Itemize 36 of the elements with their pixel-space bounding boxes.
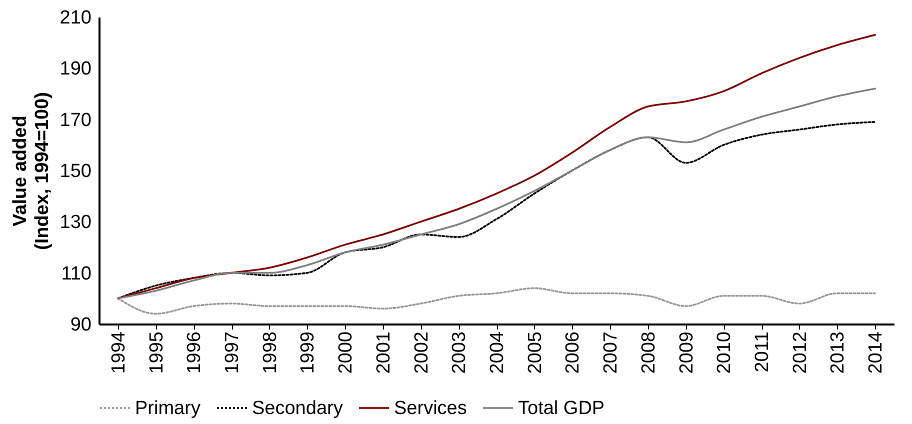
legend-label: Total GDP	[518, 398, 605, 419]
x-tick-label: 2002	[411, 332, 432, 374]
y-tick-label: 170	[60, 110, 92, 131]
y-tick-label: 130	[60, 212, 92, 234]
x-tick-label: 2003	[449, 332, 470, 374]
x-tick-label: 2008	[638, 332, 660, 374]
x-tick-label: 2000	[336, 332, 357, 374]
y-axis-title: Value added (Index, 1994=100)	[10, 92, 53, 250]
line-series	[117, 120, 876, 300]
x-tick-label: 2014	[866, 331, 887, 374]
x-tick-label: 1994	[108, 331, 130, 374]
x-tick-label: 1996	[184, 332, 206, 374]
y-tick-label: 90	[70, 314, 92, 336]
line-series	[117, 287, 876, 315]
x-tick-label: 2013	[828, 332, 849, 374]
x-tick-label: 2005	[524, 332, 546, 374]
line-series	[117, 88, 876, 300]
y-tick-label: 210	[60, 8, 92, 28]
x-tick-label: 1998	[260, 332, 281, 374]
x-tick-label: 2006	[562, 332, 584, 374]
legend-label: Secondary	[252, 398, 344, 419]
x-tick-label: 2010	[714, 332, 736, 374]
x-tick-label: 2009	[676, 332, 698, 374]
y-tick-label: 110	[61, 263, 92, 284]
x-tick-label: 2001	[373, 332, 394, 374]
x-tick-label: 1997	[222, 332, 243, 374]
x-tick-label: 1995	[146, 332, 168, 374]
x-tick-label: 2007	[600, 332, 622, 374]
legend-label: Services	[394, 398, 467, 419]
x-tick-label: 2012	[790, 332, 811, 374]
y-tick-label: 150	[60, 161, 92, 182]
x-tick-label: 2011	[752, 332, 773, 372]
x-tick-label: 1999	[298, 332, 319, 374]
x-tick-label: 2004	[487, 331, 508, 374]
legend-label: Primary	[135, 398, 201, 419]
y-tick-label: 190	[60, 58, 92, 80]
